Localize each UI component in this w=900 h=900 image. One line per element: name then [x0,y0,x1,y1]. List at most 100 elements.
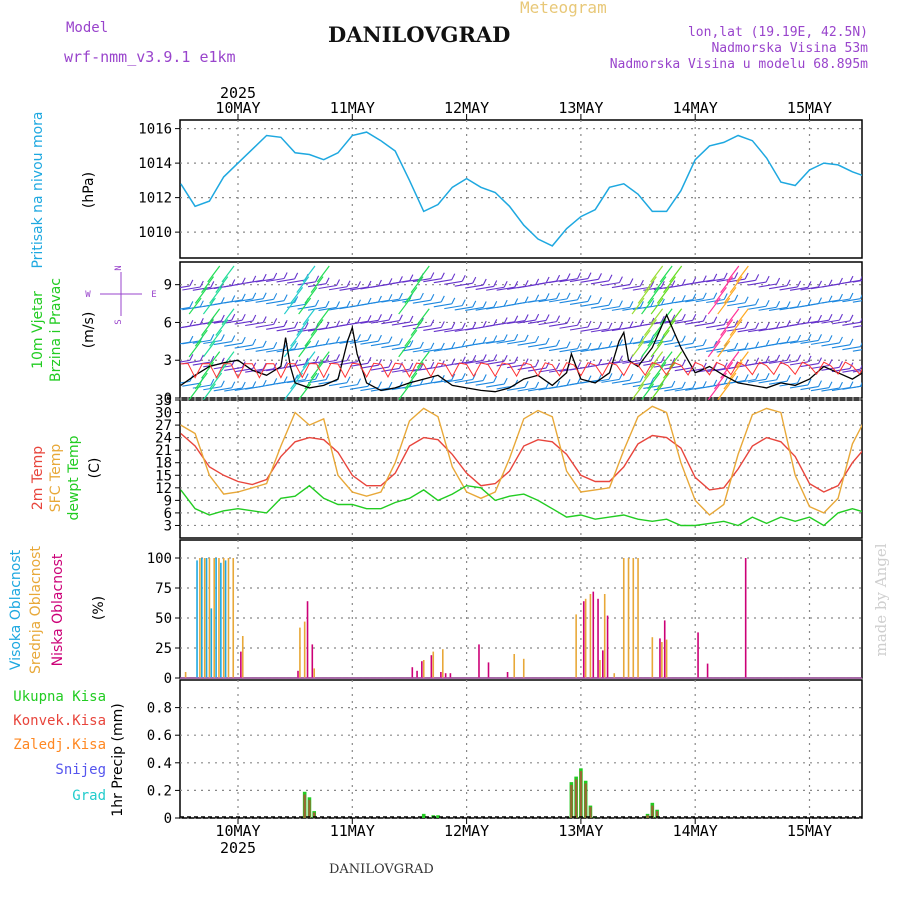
wind-barb-flag [440,272,445,279]
wind-barb-flag [273,318,278,325]
wind-barb-flag [765,373,770,380]
strong-wind-barb [202,297,216,315]
rain-conv-bar [574,779,578,818]
wind-barb-flag [755,373,760,380]
wind-barb-flag [377,334,382,342]
wind-barb [768,306,788,311]
wind-barb-flag [461,373,466,380]
y-tick-label: 21 [155,443,172,459]
wind-barb-flag [765,339,770,347]
strong-wind-barb [404,372,418,390]
wind-barb [328,340,348,345]
strong-wind-barb [296,361,310,379]
rain-conv-bar [308,800,311,818]
wind-barb-flag [367,357,372,364]
strong-wind-barb [650,265,664,283]
wind-barb-flag [597,342,602,349]
wind-barb [800,320,819,325]
wind-barb-flag [734,294,739,302]
wind-barb [852,325,862,328]
strong-wind-barb [410,319,424,336]
wind-barb-flag [304,322,309,329]
gust-line [180,361,862,380]
wind-barb [496,286,515,291]
wind-barb [224,299,243,304]
wind-barb-flag [881,294,884,300]
wind-barb-flag [797,334,802,342]
wind-barb [643,361,662,366]
wind-barb-flag [409,315,414,323]
strong-wind-barb [669,265,683,283]
wind-barb-flag [671,296,676,304]
y-tick-label: 75 [155,581,172,597]
wind-barb [444,280,463,285]
wind-barb [601,306,620,311]
wind-barb [831,320,851,325]
wind-barb-flag [881,362,884,368]
wind-barb [548,279,568,284]
strong-wind-barb [637,329,651,347]
strong-wind-barb [650,308,664,326]
wind-barb [360,319,379,324]
wind-barb-flag [398,276,403,283]
precip-legend-item: Ukupna Kisa [13,689,106,705]
strong-wind-barb [729,276,743,294]
wind-barb-flag [315,373,320,380]
wind-barb [255,347,274,352]
wind-barb-flag [461,322,466,330]
wind-barb-flag [556,274,561,282]
wind-barb [433,279,452,284]
wind-barb-flag [797,300,802,308]
strong-wind-barb [207,265,221,283]
wind-barb [685,344,704,349]
top-day-label: 12MAY [444,99,489,117]
wind-barbs [180,265,900,401]
wind-barb-flag [252,275,257,283]
wind-barb [779,340,798,345]
wind-barb-flag [262,292,267,299]
wind-barb [611,379,630,384]
strong-wind-barb [720,276,734,294]
strong-wind-barb [663,319,676,336]
y-tick-label: 0 [164,391,172,407]
wind-barb-flag [650,354,655,362]
y-tick-label: 9 [164,278,172,294]
wind-barb-flag [892,343,895,349]
strong-wind-barb [637,372,651,390]
wind-barb-flag [681,313,686,321]
wind-barb [895,306,900,309]
wind-barb-flag [482,320,487,328]
wind-barb-flag [702,292,707,300]
wind-barb [423,278,442,283]
y-tick-label: 1016 [138,122,172,138]
wind-barb [245,321,264,327]
wind-barb-flag [639,375,644,382]
wind-barb-flag [241,293,246,301]
strong-wind-barb [290,329,304,347]
wind-barb-flag [744,321,749,329]
wind-barb-flag [765,355,770,363]
wind-barb-flag [252,314,257,322]
strong-wind-barb [298,383,312,401]
wind-barb [402,347,421,352]
strong-wind-barb [637,287,651,304]
cloud-axis-label-1: Visoka Oblacnost [8,549,24,670]
y-tick-label: 1014 [138,156,172,172]
wind-barb [601,282,620,287]
wind-barb-flag [849,275,854,283]
wind-barb [349,362,369,367]
wind-barb [349,385,369,390]
strong-wind-barb [398,340,412,358]
wind-barb [486,383,505,388]
wind-barb [454,282,473,287]
compass-west: W [85,290,91,300]
wind-barb-flag [818,280,822,288]
wind-barb [454,360,473,365]
wind-barb-flag [608,322,613,330]
wind-unit-label: (m/s) [81,312,97,349]
strong-wind-barb [202,383,216,401]
wind-barb [559,324,578,329]
wind-barb-flag [786,279,791,286]
wind-barb-flag [807,378,812,386]
wind-barb [895,329,900,332]
